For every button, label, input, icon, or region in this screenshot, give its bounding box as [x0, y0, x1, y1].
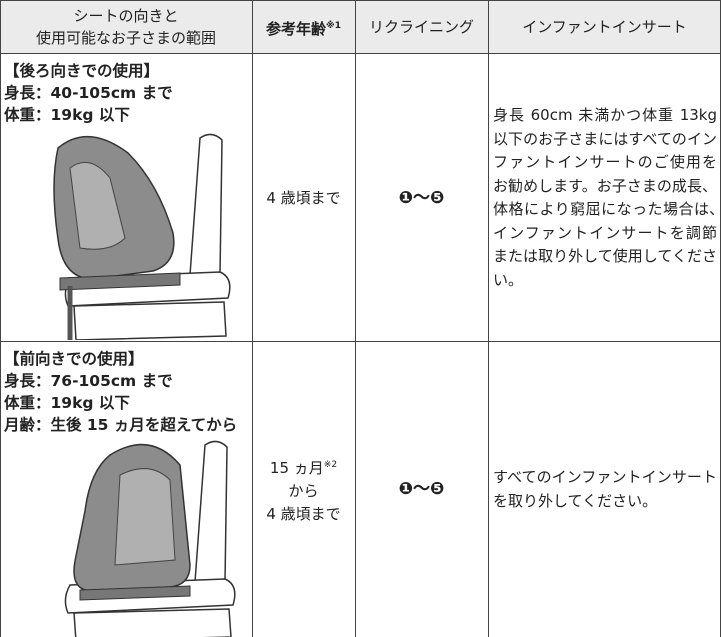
age-line: 4 歳頃まで: [266, 188, 341, 207]
age-line: 15 ヵ月: [269, 458, 324, 477]
condition: 身長：40-105cm まで: [4, 84, 173, 102]
conditions: 【前向きでの使用】 身長：76-105cm まで 体重：19kg 以下 月齢：生…: [0, 348, 252, 436]
table-border: [0, 0, 721, 1]
reclining: ❶〜❺: [398, 479, 445, 499]
reclining-cell: ❶〜❺: [355, 54, 488, 342]
table-border: [0, 0, 1, 637]
conditions: 【後ろ向きでの使用】 身長：40-105cm まで 体重：19kg 以下: [0, 60, 252, 126]
header-label: リクライニング: [368, 18, 474, 36]
condition: 体重：19kg 以下: [4, 106, 130, 124]
age-line: から: [288, 481, 319, 500]
seat-illustration-rear: [53, 133, 231, 340]
condition: 【後ろ向きでの使用】: [4, 62, 160, 80]
seat-illustration-forward: [64, 440, 236, 637]
header-cell: リクライニング: [355, 0, 488, 54]
reclining-cell: ❶〜❺: [355, 342, 488, 637]
table-border: [0, 53, 721, 54]
insert-cell: 身長 60cm 未満かつ体重 13kg 以下のお子さまにはすべてのインファントイ…: [488, 54, 721, 342]
condition: 体重：19kg 以下: [4, 394, 130, 412]
condition: 【前向きでの使用】: [4, 350, 144, 368]
table-border: [0, 341, 721, 342]
insert-text: すべてのインファントインサートを取り外してください。: [493, 468, 717, 510]
header-cell: 参考年齢※1: [252, 0, 355, 54]
header-line: 使用可能なお子さまの範囲: [35, 29, 216, 47]
age-line: 4 歳頃まで: [266, 504, 341, 523]
age-cell: 15 ヵ月※2 から 4 歳頃まで: [252, 342, 355, 637]
header-cell: シートの向きと 使用可能なお子さまの範囲: [0, 0, 252, 54]
header-line: シートの向きと: [73, 7, 179, 25]
age-line-wrap: 15 ヵ月※2: [270, 454, 337, 480]
table-border: [488, 0, 489, 637]
header-label: インファントインサート: [522, 18, 687, 36]
header-cell: インファントインサート: [488, 0, 721, 54]
condition: 月齢：生後 15 ヵ月を超えてから: [4, 416, 238, 434]
footnote-mark: ※2: [323, 459, 338, 470]
header-label: 参考年齢: [265, 19, 326, 38]
condition: 身長：76-105cm まで: [4, 372, 173, 390]
header-text: 参考年齢※1: [266, 15, 341, 40]
footnote-mark: ※1: [326, 20, 342, 31]
table-border: [355, 0, 356, 637]
table-border: [252, 0, 253, 637]
age-cell: 4 歳頃まで: [252, 54, 355, 342]
reclining: ❶〜❺: [398, 187, 445, 208]
insert-text: 身長 60cm 未満かつ体重 13kg 以下のお子さまにはすべてのインファントイ…: [493, 106, 717, 289]
insert-cell: すべてのインファントインサートを取り外してください。: [488, 342, 721, 637]
